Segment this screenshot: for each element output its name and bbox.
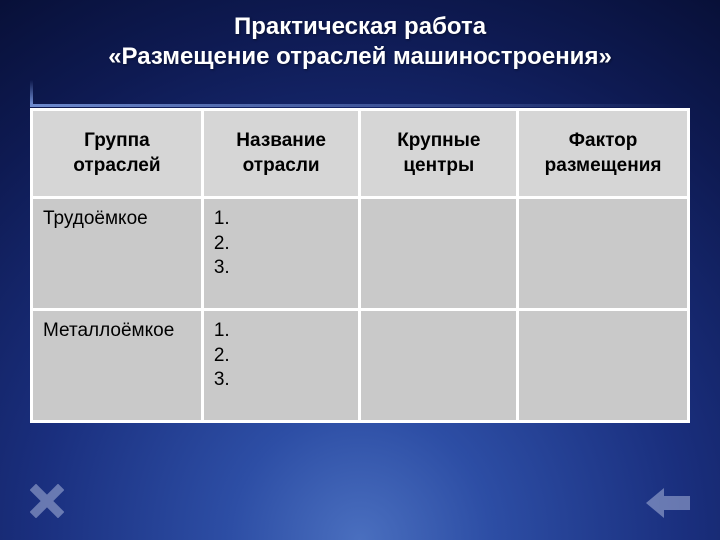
col-header-name: Название отрасли [202,110,360,198]
cell-group: Трудоёмкое [32,198,203,310]
rule-horizontal [30,104,690,107]
cell-factor [518,198,689,310]
col-header-factor: Фактор размещения [518,110,689,198]
title-line-2: «Размещение отраслей машиностроения» [108,43,612,70]
cell-centers [360,198,518,310]
back-arrow-icon[interactable] [646,488,690,518]
cell-names: 1. 2. 3. [202,198,360,310]
slide: Практическая работа «Размещение отраслей… [0,0,720,540]
rule-vertical [30,80,33,104]
table-row: Трудоёмкое 1. 2. 3. [32,198,689,310]
cell-group: Металлоёмкое [32,310,203,422]
table-header-row: Группа отраслей Название отрасли Крупные… [32,110,689,198]
col-header-centers: Крупные центры [360,110,518,198]
cell-names: 1. 2. 3. [202,310,360,422]
industries-table: Группа отраслей Название отрасли Крупные… [30,108,690,423]
cell-centers [360,310,518,422]
col-header-group: Группа отраслей [32,110,203,198]
table-row: Металлоёмкое 1. 2. 3. [32,310,689,422]
close-icon[interactable] [30,484,64,518]
title-line-1: Практическая работа [234,13,486,40]
slide-title: Практическая работа «Размещение отраслей… [0,0,720,84]
cell-factor [518,310,689,422]
